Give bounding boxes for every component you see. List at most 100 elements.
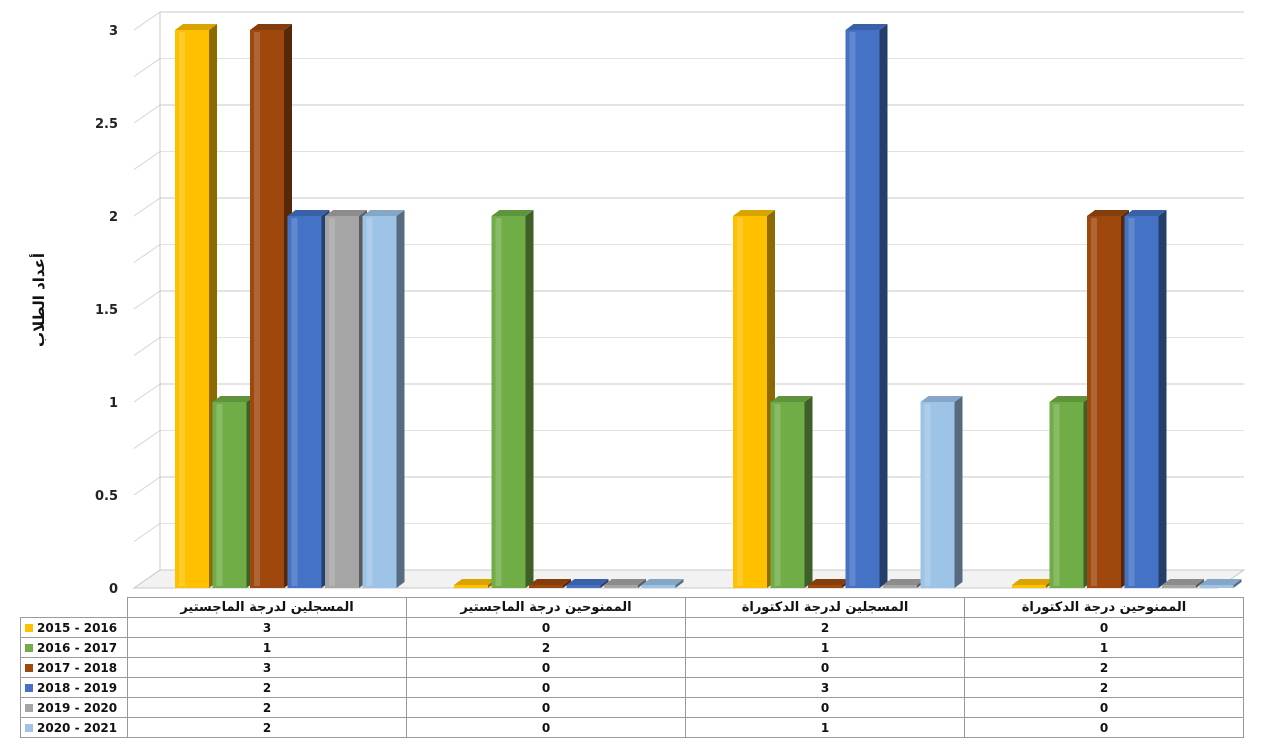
data-label: 0 <box>964 617 1244 638</box>
gridline-perspective <box>133 58 161 77</box>
bar <box>175 24 217 588</box>
bar-highlight <box>924 404 931 586</box>
bar-side <box>1196 579 1204 588</box>
bar-top <box>770 396 813 402</box>
bar-top <box>1124 210 1167 216</box>
y-tick-label: 1 <box>109 396 118 411</box>
table-row: 2020 - 2021 2 0 1 0 <box>20 717 1244 738</box>
data-label: 0 <box>406 677 686 698</box>
gridline-perspective <box>133 244 161 263</box>
data-label: 0 <box>964 697 1244 718</box>
data-label: 0 <box>406 657 686 678</box>
y-tick-label: 1.5 <box>95 303 118 318</box>
bar-top <box>1162 579 1204 585</box>
data-label: 3 <box>685 677 965 698</box>
bar <box>920 396 963 588</box>
bar-highlight <box>179 32 185 586</box>
category-label: المسجلين لدرجة الماجستير <box>127 597 407 618</box>
data-label: 2 <box>964 677 1244 698</box>
data-label: 1 <box>685 637 965 658</box>
bar-side <box>396 210 405 588</box>
data-label: 3 <box>127 657 407 678</box>
data-label: 2 <box>127 697 407 718</box>
y-tick-label: 2.5 <box>95 117 118 132</box>
bar-top <box>1012 579 1054 585</box>
legend-swatch <box>25 624 33 632</box>
data-table-corner <box>21 598 128 618</box>
gridline-perspective <box>133 151 161 170</box>
data-label: 0 <box>685 657 965 678</box>
bar <box>1199 579 1242 588</box>
gridline-perspective <box>133 430 161 449</box>
bar-chart: 0 0.5 1 1.5 2 2.5 3 أعداد الطلاب <box>29 11 1246 597</box>
bar-top <box>566 579 609 585</box>
bar-highlight <box>216 404 223 586</box>
bar-front <box>883 585 917 588</box>
series-label: 2017 - 2018 <box>37 660 118 675</box>
table-row: 2019 - 2020 2 0 0 0 <box>20 697 1244 718</box>
bar-side <box>879 24 888 588</box>
bar-side <box>600 579 609 588</box>
gridline-perspective <box>133 197 161 217</box>
bar-front <box>1199 585 1234 588</box>
bar-top <box>529 579 571 585</box>
data-label: 1 <box>127 637 407 658</box>
legend-entry: 2016 - 2017 <box>20 637 128 658</box>
category-label: الممنوحين درجة الدكتوراة <box>964 597 1244 618</box>
bar-side <box>954 396 963 588</box>
bar <box>529 579 571 588</box>
bar <box>362 210 405 588</box>
bar-front <box>604 585 638 588</box>
gridline-perspective <box>133 476 161 496</box>
bar-top <box>1199 579 1242 585</box>
bar <box>1049 396 1092 588</box>
bar <box>491 210 534 588</box>
bar-side <box>563 579 571 588</box>
bar <box>808 579 850 588</box>
table-row: 2018 - 2019 2 0 3 2 <box>20 677 1244 698</box>
data-label: 2 <box>685 617 965 638</box>
bar-front <box>529 585 563 588</box>
y-tick-label: 0 <box>109 582 118 597</box>
bar-highlight <box>366 218 373 586</box>
gridline-perspective <box>133 337 161 356</box>
bar <box>1087 210 1129 588</box>
data-label: 3 <box>127 617 407 638</box>
data-label: 0 <box>685 697 965 718</box>
legend-swatch <box>25 704 33 712</box>
data-table-header: المسجلين لدرجة الماجستير الممنوحين درجة ا… <box>21 597 1244 618</box>
bar <box>1012 579 1054 588</box>
bar <box>212 396 255 588</box>
y-tick-label: 0.5 <box>95 489 118 504</box>
bar <box>1124 210 1167 588</box>
series-label: 2019 - 2020 <box>37 700 118 715</box>
bar-top <box>845 24 888 30</box>
bar-side <box>525 210 534 588</box>
bar-highlight <box>774 404 781 586</box>
bar-highlight <box>1091 218 1097 586</box>
gridline-perspective <box>133 11 161 31</box>
gridline-perspective <box>133 104 161 124</box>
bar-top <box>920 396 963 402</box>
bar <box>733 210 775 588</box>
legend-swatch <box>25 664 33 672</box>
category-label: المسجلين لدرجة الدكتوراة <box>685 597 965 618</box>
bar <box>604 579 646 588</box>
data-table: المسجلين لدرجة الماجستير الممنوحين درجة ا… <box>20 597 1244 738</box>
gridline-perspective <box>133 290 161 310</box>
bar-top <box>1049 396 1092 402</box>
bar-highlight <box>495 218 502 586</box>
bar-front <box>1162 585 1196 588</box>
y-axis-label: أعداد الطلاب <box>29 253 48 347</box>
data-label: 2 <box>127 677 407 698</box>
bar-front <box>454 585 488 588</box>
bar-top <box>604 579 646 585</box>
category-label: الممنوحين درجة الماجستير <box>406 597 686 618</box>
bar-highlight <box>291 218 298 586</box>
data-label: 2 <box>406 637 686 658</box>
bar-top <box>1087 210 1129 216</box>
bar <box>770 396 813 588</box>
bar <box>1162 579 1204 588</box>
legend-swatch <box>25 724 33 732</box>
legend-entry: 2017 - 2018 <box>20 657 128 678</box>
